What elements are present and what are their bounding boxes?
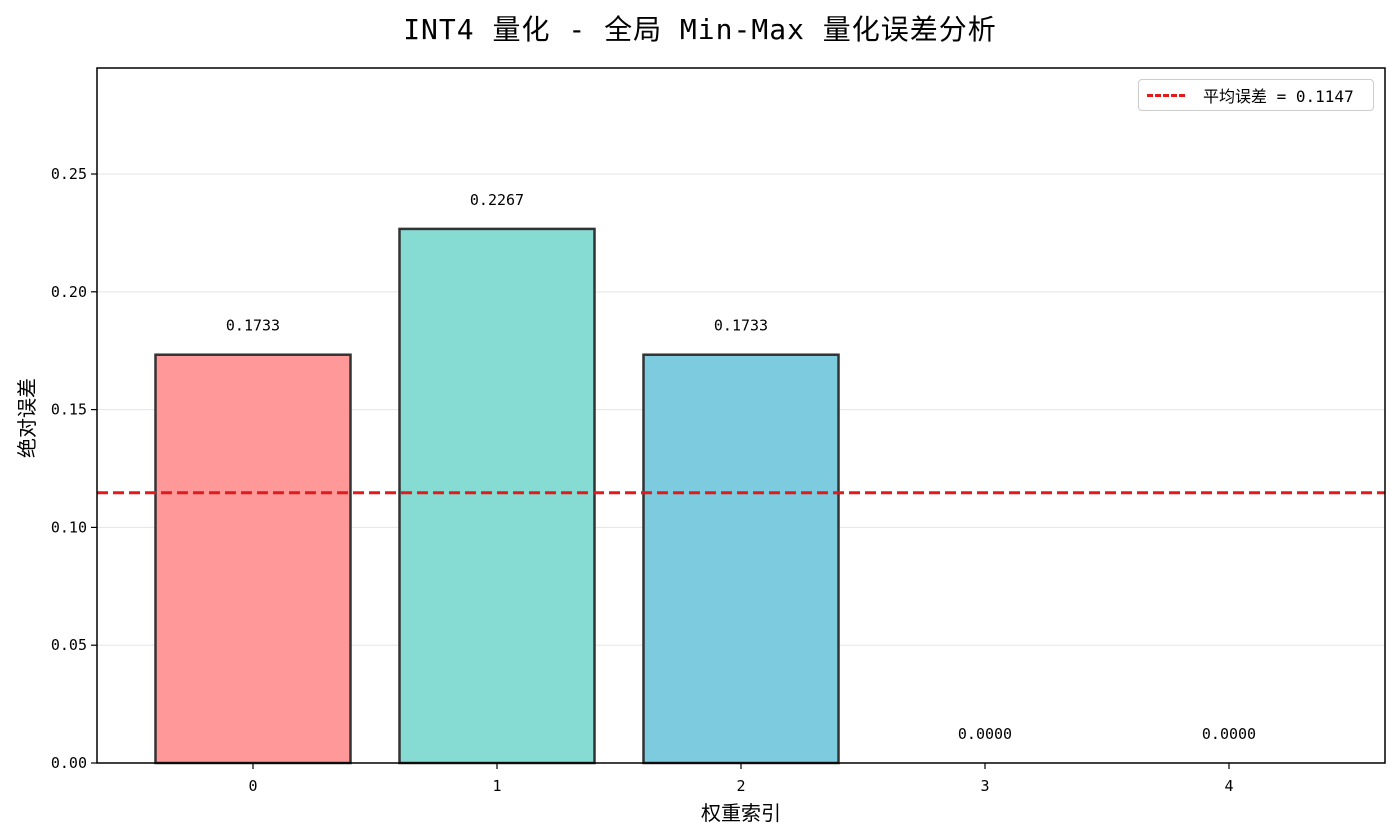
bar-0 [154, 353, 352, 765]
x-axis-label: 权重索引 [701, 801, 781, 825]
bar-1 [398, 227, 596, 765]
value-label: 0.2267 [470, 191, 524, 209]
dashed-line-swatch-icon [1147, 93, 1185, 97]
value-label: 0.0000 [958, 725, 1012, 743]
x-tick-label: 0 [248, 777, 257, 795]
y-tick-label: 0.05 [51, 636, 87, 654]
y-tick-label: 0.15 [51, 401, 87, 419]
bars [154, 227, 840, 765]
y-axis-ticks: 0.00 0.05 0.10 0.15 0.20 0.25 [51, 165, 97, 772]
bar-2 [642, 353, 840, 765]
legend-label: 平均误差 = 0.1147 [1203, 87, 1354, 106]
x-axis-ticks: 0 1 2 3 4 [248, 763, 1234, 795]
y-tick-label: 0.00 [51, 754, 87, 772]
value-label: 0.1733 [714, 317, 768, 335]
x-tick-label: 2 [736, 777, 745, 795]
chart-title: INT4 量化 - 全局 Min-Max 量化误差分析 [403, 13, 997, 46]
x-tick-label: 4 [1224, 777, 1233, 795]
x-tick-label: 3 [980, 777, 989, 795]
x-tick-label: 1 [492, 777, 501, 795]
y-tick-label: 0.10 [51, 518, 87, 536]
value-label: 0.1733 [226, 317, 280, 335]
legend: 平均误差 = 0.1147 [1138, 79, 1374, 111]
y-axis-label: 绝对误差 [15, 378, 39, 458]
value-label: 0.0000 [1202, 725, 1256, 743]
y-tick-label: 0.20 [51, 283, 87, 301]
value-labels: 0.1733 0.2267 0.1733 0.0000 0.0000 [226, 191, 1256, 743]
y-tick-label: 0.25 [51, 165, 87, 183]
